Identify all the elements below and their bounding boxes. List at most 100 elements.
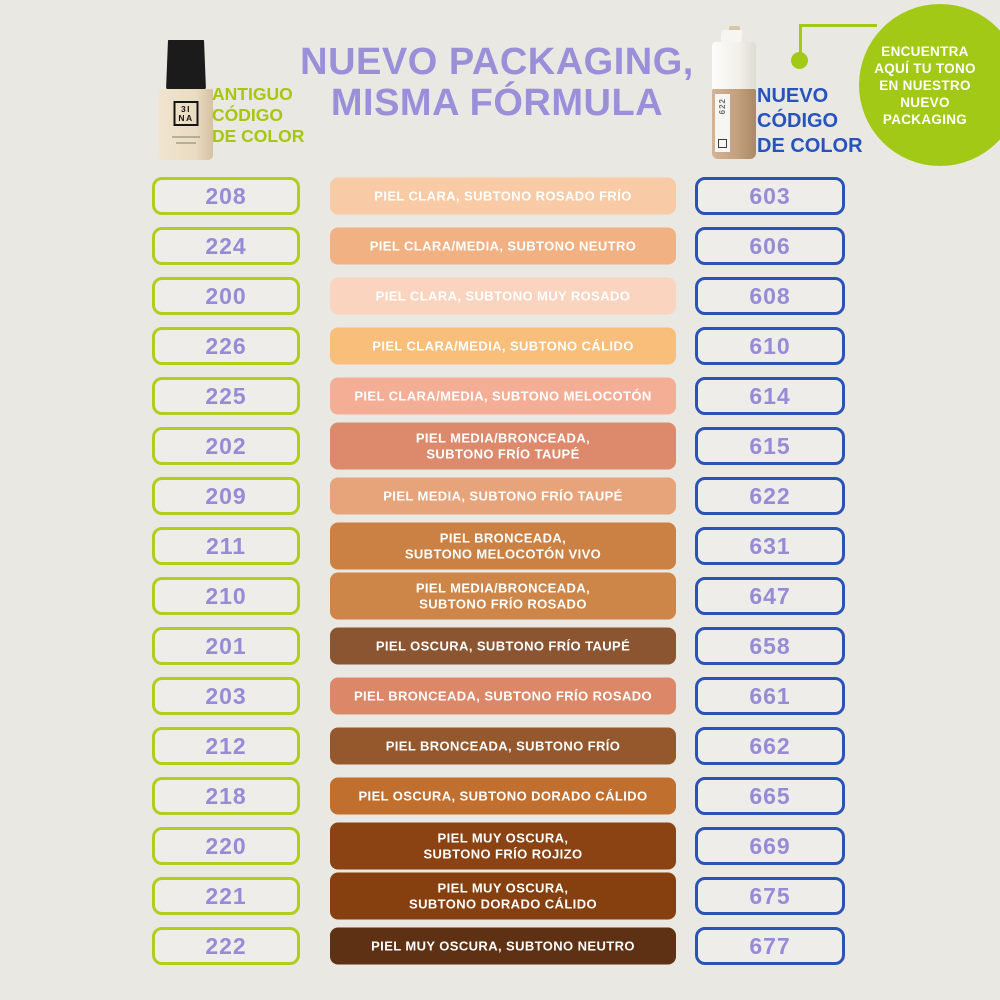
shade-swatch: PIEL BRONCEADA, SUBTONO FRÍO bbox=[330, 727, 676, 765]
table-row: 202 PIEL MEDIA/BRONCEADA, SUBTONO FRÍO T… bbox=[0, 421, 1000, 471]
table-row: 208 PIEL CLARA, SUBTONO ROSADO FRÍO 603 bbox=[0, 171, 1000, 221]
old-code: 203 bbox=[205, 682, 247, 709]
shade-label-line1: PIEL MEDIA/BRONCEADA, bbox=[415, 580, 591, 595]
old-code: 201 bbox=[205, 632, 247, 659]
old-code-column-label: ANTIGUO CÓDIGO DE COLOR bbox=[212, 84, 304, 147]
new-code: 677 bbox=[749, 932, 791, 959]
new-code: 614 bbox=[749, 382, 791, 409]
new-bottle-nozzle-tip bbox=[729, 26, 740, 31]
new-code-column-label: NUEVO CÓDIGO DE COLOR bbox=[757, 84, 863, 159]
shade-label-line1: PIEL MEDIA/BRONCEADA, bbox=[415, 430, 591, 445]
brand-logo-line1: 3I bbox=[180, 103, 192, 114]
shade-label-line2: SUBTONO FRÍO TAUPÉ bbox=[426, 446, 580, 461]
shade-table: 208 PIEL CLARA, SUBTONO ROSADO FRÍO 603 … bbox=[0, 171, 1000, 971]
shade-label-line1: PIEL OSCURA, SUBTONO DORADO CÁLIDO bbox=[358, 788, 648, 803]
shade-label-line1: PIEL MUY OSCURA, bbox=[437, 880, 569, 895]
new-code: 615 bbox=[749, 432, 791, 459]
new-code-box: 647 bbox=[695, 577, 845, 615]
shade-swatch: PIEL MUY OSCURA, SUBTONO NEUTRO bbox=[330, 927, 676, 965]
old-code-box: 220 bbox=[152, 827, 300, 865]
shade-swatch: PIEL CLARA/MEDIA, SUBTONO MELOCOTÓN bbox=[330, 377, 676, 415]
table-row: 225 PIEL CLARA/MEDIA, SUBTONO MELOCOTÓN … bbox=[0, 371, 1000, 421]
old-code: 209 bbox=[205, 482, 247, 509]
shade-swatch: PIEL CLARA/MEDIA, SUBTONO CÁLIDO bbox=[330, 327, 676, 365]
old-code-label-line3: DE COLOR bbox=[212, 126, 305, 146]
new-code-box: 622 bbox=[695, 477, 845, 515]
old-code-box: 209 bbox=[152, 477, 300, 515]
old-code: 225 bbox=[205, 382, 247, 409]
new-code: 669 bbox=[749, 832, 791, 859]
table-row: 221 PIEL MUY OSCURA, SUBTONO DORADO CÁLI… bbox=[0, 871, 1000, 921]
shade-label-line1: PIEL MUY OSCURA, bbox=[437, 830, 569, 845]
shade-swatch: PIEL OSCURA, SUBTONO DORADO CÁLIDO bbox=[330, 777, 676, 815]
new-code-box: 615 bbox=[695, 427, 845, 465]
old-code-box: 221 bbox=[152, 877, 300, 915]
shade-swatch: PIEL MEDIA, SUBTONO FRÍO TAUPÉ bbox=[330, 477, 676, 515]
new-code-box: 669 bbox=[695, 827, 845, 865]
new-code: 606 bbox=[749, 232, 791, 259]
badge-line5: PACKAGING bbox=[882, 111, 968, 127]
old-bottle-image: 3I NA bbox=[158, 36, 214, 162]
shade-label-line1: PIEL CLARA, SUBTONO MUY ROSADO bbox=[375, 288, 631, 303]
old-code: 208 bbox=[205, 182, 247, 209]
shade-label-line2: SUBTONO MELOCOTÓN VIVO bbox=[404, 546, 602, 561]
old-bottle-caption-line bbox=[172, 136, 200, 138]
new-code-box: 608 bbox=[695, 277, 845, 315]
shade-swatch: PIEL BRONCEADA, SUBTONO MELOCOTÓN VIVO bbox=[330, 522, 676, 570]
table-row: 220 PIEL MUY OSCURA, SUBTONO FRÍO ROJIZO… bbox=[0, 821, 1000, 871]
shade-label-line1: PIEL MEDIA, SUBTONO FRÍO TAUPÉ bbox=[383, 488, 623, 503]
page-title-line1: NUEVO PACKAGING, bbox=[300, 41, 694, 83]
table-row: 203 PIEL BRONCEADA, SUBTONO FRÍO ROSADO … bbox=[0, 671, 1000, 721]
shade-label-line1: PIEL BRONCEADA, SUBTONO FRÍO ROSADO bbox=[353, 688, 653, 703]
shade-label-line1: PIEL BRONCEADA, bbox=[439, 530, 567, 545]
table-row: 200 PIEL CLARA, SUBTONO MUY ROSADO 608 bbox=[0, 271, 1000, 321]
new-code-box: 677 bbox=[695, 927, 845, 965]
shade-label-line1: PIEL CLARA/MEDIA, SUBTONO MELOCOTÓN bbox=[354, 388, 652, 403]
shade-label-line1: PIEL BRONCEADA, SUBTONO FRÍO bbox=[385, 738, 621, 753]
old-code-box: 208 bbox=[152, 177, 300, 215]
new-code: 622 bbox=[749, 482, 791, 509]
new-code: 675 bbox=[749, 882, 791, 909]
shade-label-line1: PIEL MUY OSCURA, SUBTONO NEUTRO bbox=[371, 938, 635, 953]
old-code-box: 202 bbox=[152, 427, 300, 465]
shade-label-line1: PIEL CLARA/MEDIA, SUBTONO NEUTRO bbox=[369, 238, 637, 253]
new-code: 658 bbox=[749, 632, 791, 659]
old-code-box: 203 bbox=[152, 677, 300, 715]
old-code: 220 bbox=[205, 832, 247, 859]
shade-swatch: PIEL CLARA, SUBTONO MUY ROSADO bbox=[330, 277, 676, 315]
new-bottle-shade-code: 622 bbox=[718, 98, 727, 115]
new-code-box: 606 bbox=[695, 227, 845, 265]
table-row: 201 PIEL OSCURA, SUBTONO FRÍO TAUPÉ 658 bbox=[0, 621, 1000, 671]
shade-swatch: PIEL MUY OSCURA, SUBTONO FRÍO ROJIZO bbox=[330, 822, 676, 870]
table-row: 212 PIEL BRONCEADA, SUBTONO FRÍO 662 bbox=[0, 721, 1000, 771]
shade-label-line1: PIEL CLARA, SUBTONO ROSADO FRÍO bbox=[374, 188, 632, 203]
new-code-label-line1: NUEVO bbox=[757, 85, 829, 107]
new-code: 662 bbox=[749, 732, 791, 759]
new-bottle-pump-cap bbox=[712, 42, 756, 90]
new-code: 603 bbox=[749, 182, 791, 209]
old-bottle-cap bbox=[166, 40, 206, 90]
new-code: 631 bbox=[749, 532, 791, 559]
table-row: 226 PIEL CLARA/MEDIA, SUBTONO CÁLIDO 610 bbox=[0, 321, 1000, 371]
old-code: 200 bbox=[205, 282, 247, 309]
old-bottle-caption-line bbox=[176, 142, 196, 144]
connector-dot bbox=[791, 52, 808, 69]
old-code-box: 222 bbox=[152, 927, 300, 965]
badge-circle: ENCUENTRA AQUÍ TU TONO EN NUESTRO NUEVO … bbox=[859, 4, 1000, 166]
new-code-box: 665 bbox=[695, 777, 845, 815]
shade-swatch: PIEL CLARA, SUBTONO ROSADO FRÍO bbox=[330, 177, 676, 215]
old-code-box: 224 bbox=[152, 227, 300, 265]
brand-mini-logo bbox=[718, 139, 727, 148]
badge-line1: ENCUENTRA bbox=[881, 43, 969, 59]
new-code-box: 610 bbox=[695, 327, 845, 365]
page-title: NUEVO PACKAGING, MISMA FÓRMULA bbox=[272, 42, 722, 124]
new-code-box: 662 bbox=[695, 727, 845, 765]
new-code-box: 658 bbox=[695, 627, 845, 665]
old-code-box: 200 bbox=[152, 277, 300, 315]
table-row: 222 PIEL MUY OSCURA, SUBTONO NEUTRO 677 bbox=[0, 921, 1000, 971]
old-code: 211 bbox=[205, 532, 247, 559]
shade-label-line2: SUBTONO FRÍO ROJIZO bbox=[423, 846, 583, 861]
new-bottle-image: 622 bbox=[708, 26, 760, 162]
badge-line2: AQUÍ TU TONO bbox=[874, 60, 976, 76]
old-bottle-body: 3I NA bbox=[159, 89, 213, 160]
